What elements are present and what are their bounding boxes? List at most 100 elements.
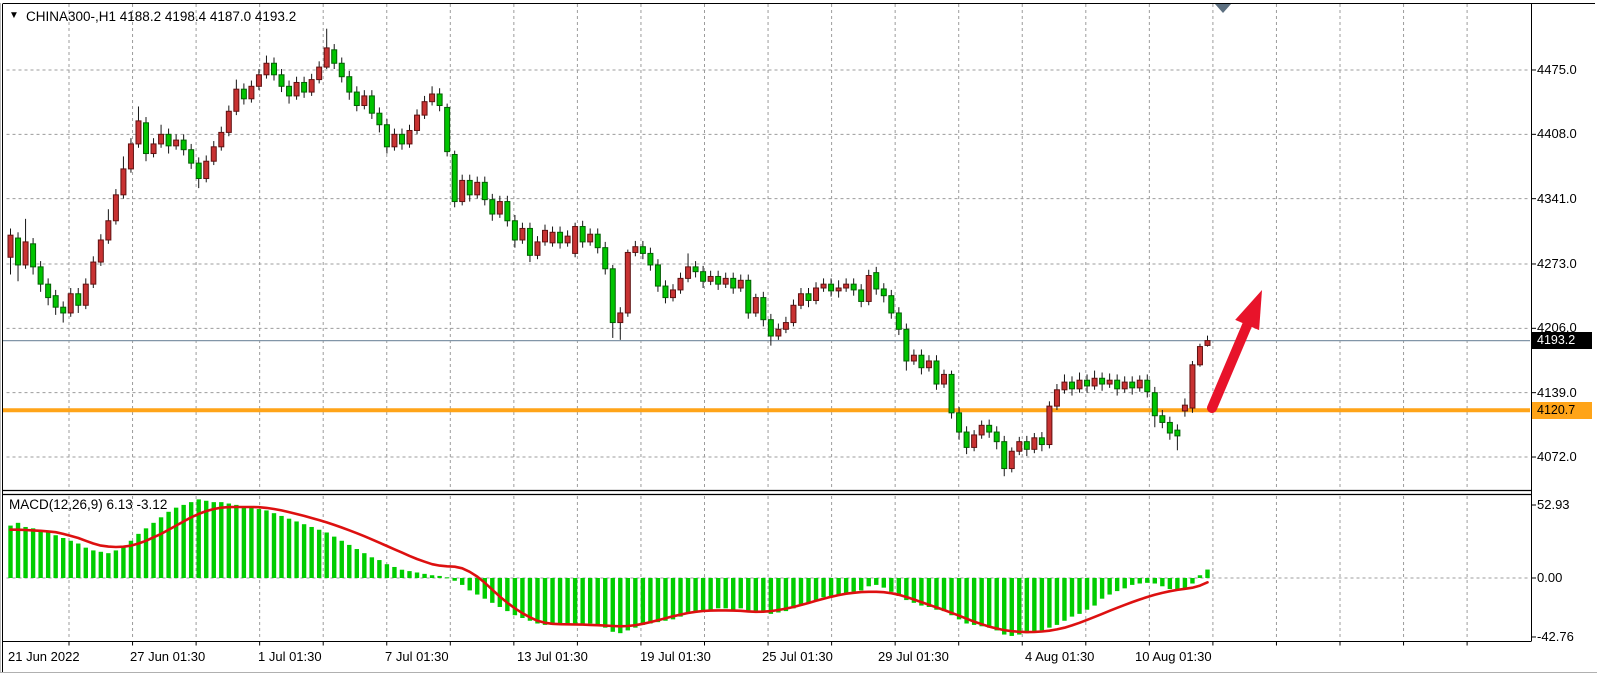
macd-histogram-bar [1190,578,1195,584]
candle-bull [542,229,549,243]
candle-bear [828,283,835,292]
candle-bull [97,239,104,263]
macd-histogram-bar [279,515,284,578]
date-tick-label: 10 Aug 01:30 [1135,649,1212,664]
candle-bull [308,79,315,93]
candle-bear [1001,441,1008,470]
macd-histogram-bar [249,507,254,578]
macd-histogram-bar [392,566,397,578]
macd-histogram-bar [1047,578,1052,628]
candle-bear [956,412,963,433]
macd-histogram-bar [301,524,307,578]
macd-histogram-bar [1069,578,1075,617]
macd-histogram-bar [414,572,420,578]
candle-bull [361,95,368,107]
macd-histogram-bar [271,513,277,578]
candle-bull [669,289,676,299]
candle-bull [925,360,932,369]
macd-histogram-bar [475,578,480,595]
candle-bear [451,153,458,203]
macd-histogram-bar [1084,578,1090,610]
candle-bear [240,88,247,100]
macd-histogram-bar [685,578,691,614]
macd-histogram-bar [286,518,292,578]
macd-histogram-bar [828,578,834,596]
macd-histogram-bar [971,578,977,625]
candle-bear [963,431,970,448]
candle-bull [865,275,872,302]
date-tick-label: 25 Jul 01:30 [762,649,833,664]
candle-bull [790,304,797,324]
macd-histogram-bar [813,578,819,601]
macd-histogram-bar [422,573,427,578]
macd-histogram-bar [429,575,435,578]
macd-histogram-bar [949,578,954,616]
macd-histogram-bar [1145,578,1150,583]
macd-histogram-bar [1152,578,1158,584]
candle-bear [888,295,895,314]
macd-histogram-bar [1167,578,1173,590]
candle-bear [353,91,360,107]
date-tick-label: 4 Aug 01:30 [1025,649,1095,664]
price-chart-pane[interactable] [3,4,1532,489]
candle-bull [1204,340,1211,346]
candle-bull [624,251,631,314]
candle-bear [1144,379,1151,393]
macd-histogram-bar [354,549,360,578]
symbol-dropdown-icon[interactable]: ▼ [9,10,19,21]
candle-bear [188,149,195,164]
macd-histogram-bar [1205,569,1210,578]
candle-bear [504,201,511,222]
macd-histogram-bar [655,578,661,623]
trend-arrow-head[interactable] [1235,290,1262,331]
candle-bear [286,85,293,97]
macd-histogram-bar [76,543,81,578]
candle-bull [971,434,978,448]
trend-arrow-shaft[interactable] [1207,314,1255,413]
macd-pane[interactable] [3,496,1532,639]
candle-bull [813,287,820,301]
candle-bear [647,252,654,266]
macd-histogram-bar [881,578,886,588]
candle-bull [843,283,850,289]
macd-histogram-bar [791,578,796,609]
candle-bear [873,272,880,290]
macd-histogram-bar [610,578,615,632]
scroll-marker-icon[interactable] [1215,4,1231,13]
candle-bull [391,133,398,148]
candle-bear [918,354,925,369]
candle-bull [519,227,526,241]
candle-bear [481,181,488,201]
candle-bull [112,194,119,222]
macd-histogram-bar [1099,578,1105,599]
macd-histogram-bar [693,578,698,613]
candle-bear [180,139,187,151]
candle-bear [511,220,518,241]
candle-bull [158,133,165,145]
macd-tick-label: -42.76 [1537,628,1574,644]
candle-bull [406,129,413,145]
candle-bear [368,95,375,114]
candle-bull [910,354,917,362]
date-tick-label: 29 Jul 01:30 [878,649,949,664]
macd-histogram-bar [542,578,548,625]
candle-bear [489,199,496,215]
macd-histogram-bar [136,533,141,578]
candle-bear [383,124,390,148]
macd-histogram-bar [640,578,646,625]
candle-bear [1166,421,1173,434]
macd-histogram-bar [482,578,487,599]
candle-bear [692,266,699,273]
candle-bull [248,85,255,100]
candle-bull [127,143,134,170]
candle-bear [338,62,345,78]
candle-bull [22,241,29,266]
candle-bull [414,114,421,131]
macd-histogram-bar [1054,578,1060,625]
macd-histogram-bar [527,578,533,621]
macd-histogram-bar [219,502,224,578]
candle-bull [782,322,789,330]
macd-histogram-bar [38,531,43,578]
macd-histogram-bar [1107,578,1112,595]
macd-histogram-bar [121,546,126,578]
